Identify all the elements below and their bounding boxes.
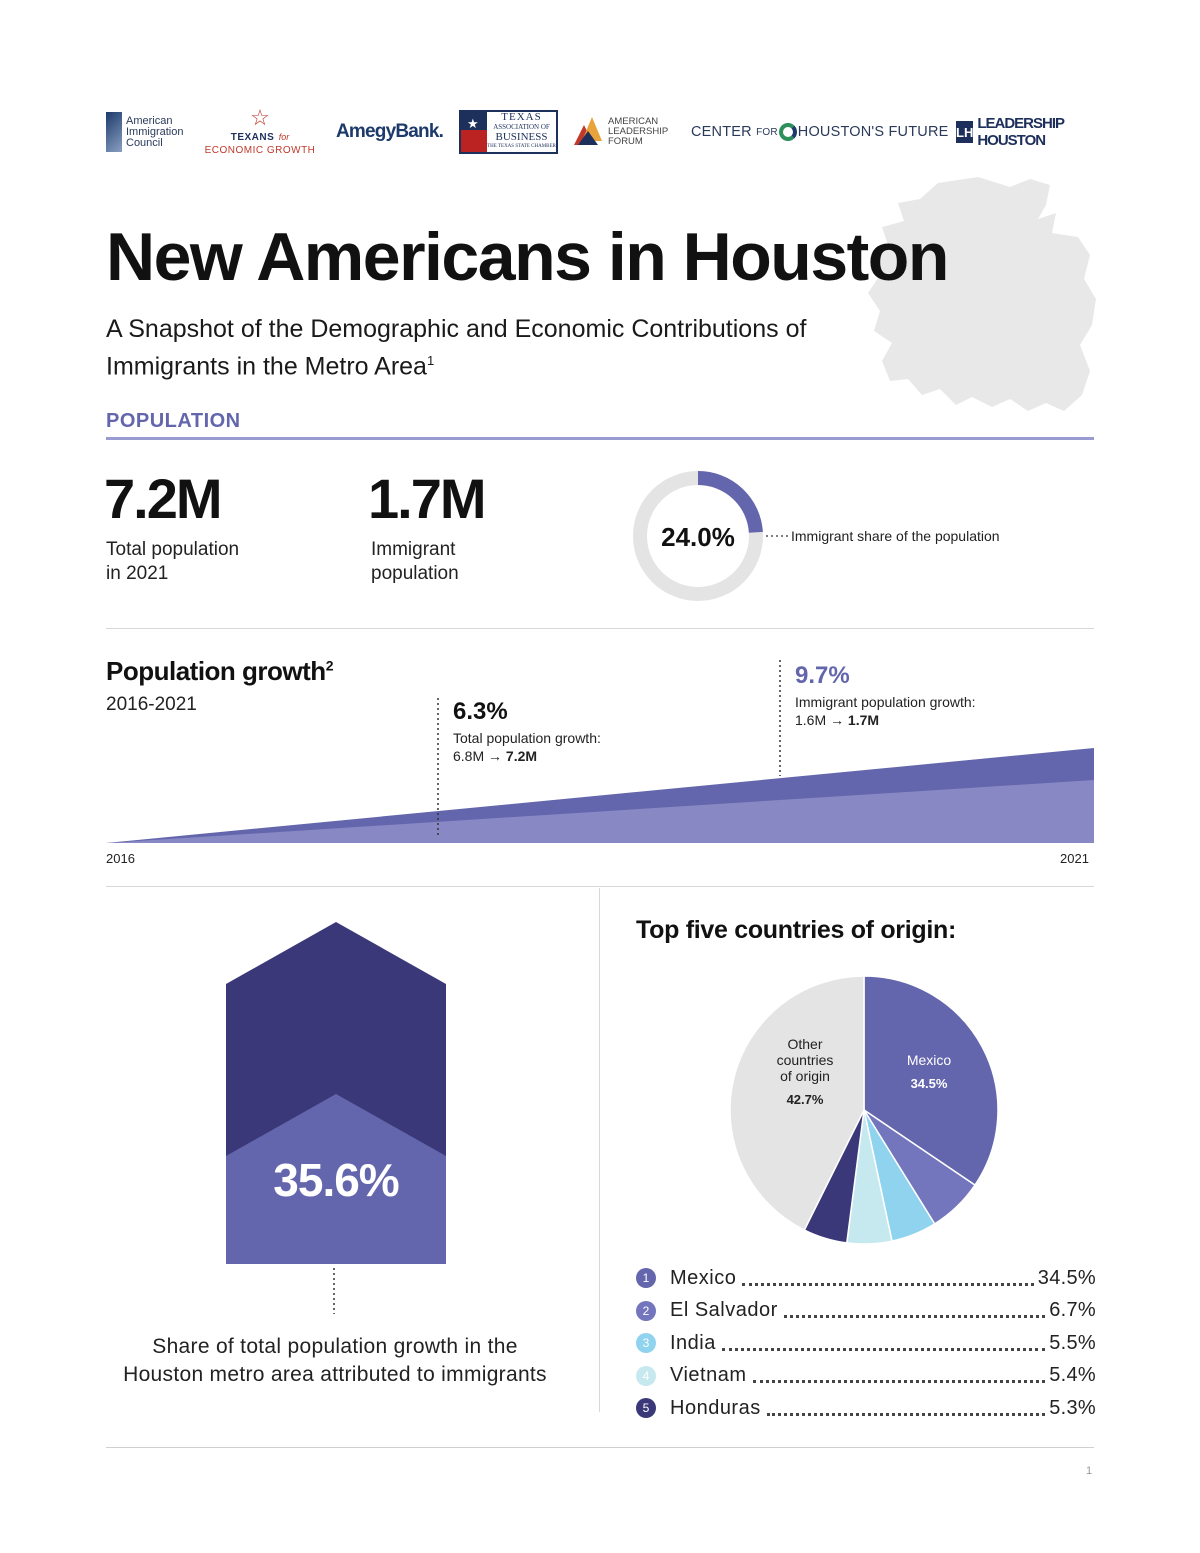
total-growth-area bbox=[106, 780, 1094, 843]
alf-flame-icon bbox=[574, 117, 602, 147]
donut-immigrant-arc bbox=[697, 471, 763, 534]
pie-label-other-3: of origin bbox=[780, 1068, 830, 1084]
lh-logo-mark: LH bbox=[956, 121, 974, 143]
legend-number-badge: 4 bbox=[636, 1365, 656, 1386]
total-population-label: Total population in 2021 bbox=[106, 539, 240, 584]
leader-dots bbox=[752, 1380, 1046, 1383]
axis-end-year: 2021 bbox=[1060, 851, 1089, 866]
legend-item: 4 Vietnam 5.4% bbox=[636, 1360, 1096, 1393]
axis-start-year: 2016 bbox=[106, 851, 135, 866]
ring-icon bbox=[778, 123, 797, 141]
texas-association-of-business-logo: TEXAS ASSOCIATION OF BUSINESS THE TEXAS … bbox=[459, 110, 558, 154]
share-of-growth-caption: Share of total population growth in the … bbox=[123, 1335, 547, 1386]
leader-dots bbox=[721, 1347, 1046, 1351]
legend-number-badge: 3 bbox=[636, 1333, 656, 1354]
legend-number-badge: 2 bbox=[636, 1300, 656, 1321]
texas-star-icon: ☆ bbox=[250, 104, 270, 130]
arrow-value: 35.6% bbox=[273, 1154, 399, 1206]
divider bbox=[106, 886, 1094, 887]
immigrant-population-label: Immigrant population bbox=[371, 539, 459, 584]
page-number: 1 bbox=[1086, 1465, 1093, 1477]
texans-for-economic-growth-logo: ☆ TEXANS for ECONOMIC GROWTH bbox=[204, 104, 316, 156]
population-growth-chart bbox=[106, 660, 1094, 843]
legend-item: 3 India 5.5% bbox=[636, 1327, 1096, 1360]
legend-number-badge: 5 bbox=[636, 1398, 656, 1419]
donut-value: 24.0% bbox=[661, 522, 735, 552]
legend-number-badge: 1 bbox=[636, 1268, 656, 1289]
donut-label: Immigrant share of the population bbox=[791, 528, 1000, 544]
pie-slice-mexico bbox=[863, 975, 999, 1187]
immigrant-growth-label: Immigrant population growth: 1.6M → 1.7M bbox=[795, 694, 976, 728]
leader-dots bbox=[766, 1412, 1046, 1416]
aic-logo-mark bbox=[106, 112, 122, 152]
partner-logos: American Immigration Council ☆ TEXANS fo… bbox=[106, 106, 1096, 158]
american-leadership-forum-logo: AMERICAN LEADERSHIP FORUM bbox=[574, 106, 678, 158]
total-growth-pct: 6.3% bbox=[453, 698, 508, 725]
immigrant-population-value: 1.7M bbox=[368, 467, 486, 530]
texas-flag-icon bbox=[461, 112, 487, 152]
pie-label-other-1: Other bbox=[787, 1036, 822, 1052]
leader-dots bbox=[742, 1282, 1034, 1286]
pie-value-other: 42.7% bbox=[787, 1092, 824, 1107]
footer-divider bbox=[106, 1447, 1094, 1448]
total-population-value: 7.2M bbox=[104, 467, 222, 530]
pie-value-mexico: 34.5% bbox=[911, 1076, 948, 1091]
share-of-growth-arrow: 35.6% bbox=[226, 922, 446, 1314]
page-subtitle: A Snapshot of the Demographic and Econom… bbox=[106, 315, 807, 381]
growth-title: Population growth2 bbox=[106, 656, 334, 686]
pie-slice-other-countries-of-origin bbox=[729, 975, 865, 1231]
donut-leader-line bbox=[766, 535, 788, 537]
leader-dots bbox=[783, 1315, 1046, 1318]
countries-pie-chart: Mexico 34.5% Other countries of origin 4… bbox=[729, 975, 999, 1245]
divider bbox=[106, 628, 1094, 629]
pie-label-other-2: countries bbox=[777, 1052, 834, 1068]
chart-title: Top five countries of origin: bbox=[636, 916, 956, 944]
legend-item: 2 El Salvador 6.7% bbox=[636, 1295, 1096, 1328]
pie-label-mexico: Mexico bbox=[907, 1052, 952, 1068]
page-title: New Americans in Houston bbox=[106, 219, 949, 295]
column-divider bbox=[599, 888, 600, 1412]
countries-legend: 1 Mexico 34.5% 2 El Salvador 6.7% 3 Indi… bbox=[636, 1262, 1096, 1425]
amegy-bank-logo: AmegyBank. bbox=[336, 121, 444, 142]
leadership-houston-logo: LH LEADERSHIP HOUSTON bbox=[956, 115, 1065, 149]
growth-years: 2016-2021 bbox=[106, 694, 197, 715]
immigrant-share-donut: 24.0% bbox=[633, 471, 763, 601]
legend-item: 5 Honduras 5.3% bbox=[636, 1392, 1096, 1425]
section-label-population: POPULATION bbox=[106, 410, 241, 432]
total-growth-label: Total population growth: 6.8M → 7.2M bbox=[453, 730, 601, 764]
arrow-immigrant-shape bbox=[226, 1094, 446, 1264]
center-for-houstons-future-logo: CENTER FOR HOUSTON'S FUTURE bbox=[691, 123, 949, 141]
american-immigration-council-logo: American Immigration Council bbox=[106, 106, 196, 158]
section-divider bbox=[106, 437, 1094, 440]
immigrant-growth-pct: 9.7% bbox=[795, 662, 850, 689]
legend-item: 1 Mexico 34.5% bbox=[636, 1262, 1096, 1295]
houston-map-silhouette-icon bbox=[868, 177, 1096, 411]
